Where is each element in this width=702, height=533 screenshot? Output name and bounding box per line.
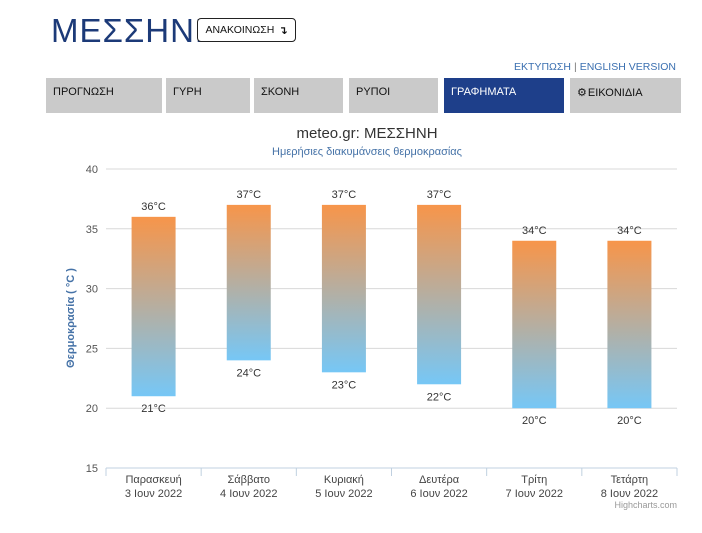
x-tick-label-date: 8 Ιουν 2022 bbox=[601, 488, 658, 500]
bars bbox=[131, 204, 652, 409]
announcement-button[interactable]: ΑΝΑΚΟΙΝΩΣΗ ↴ bbox=[197, 18, 296, 42]
tab-pollen[interactable]: ΓΥΡΗ bbox=[166, 78, 250, 113]
x-axis: Παρασκευή 3 Ιουν 2022 Σάββατο 4 Ιουν 2022 Κυ… bbox=[105, 467, 678, 500]
min-temp-label: 20°C bbox=[522, 415, 547, 427]
nav-tabs: ΠΡΟΓΝΩΣΗ ΓΥΡΗ ΣΚΟΝΗ ΡΥΠΟΙ ΓΡΑΦΗΜΑΤΑ ⚙ΕΙΚ… bbox=[46, 78, 686, 113]
x-tick-label-date: 5 Ιουν 2022 bbox=[315, 488, 372, 500]
min-temp-label: 20°C bbox=[617, 415, 642, 427]
y-axis-ticks: 15 20 25 30 35 40 bbox=[86, 164, 98, 475]
chart-subtitle: Ημερήσιες διακυμάνσεις θερμοκρασίας bbox=[272, 146, 462, 158]
y-tick-label: 25 bbox=[86, 343, 98, 355]
x-tick-label-date: 6 Ιουν 2022 bbox=[410, 488, 467, 500]
data-labels: 36°C 21°C 37°C 24°C 37°C 23°C 37°C 22°C 34°C 20°C… bbox=[141, 189, 641, 427]
tab-label: ΡΥΠΟΙ bbox=[356, 86, 391, 98]
x-tick-label-day: Σάββατο bbox=[228, 474, 270, 486]
top-links: ΕΚΤΥΠΩΣΗ | ENGLISH VERSION bbox=[514, 61, 676, 73]
temperature-range-bar bbox=[226, 204, 271, 361]
y-axis-title: Θερμοκρασία ( °C ) bbox=[65, 268, 77, 368]
max-temp-label: 34°C bbox=[522, 225, 547, 237]
page-title: ΜΕΣΣΗΝΗ bbox=[51, 12, 220, 49]
tab-icons[interactable]: ⚙ΕΙΚΟΝΙΔΙΑ bbox=[570, 78, 681, 113]
min-temp-label: 24°C bbox=[236, 367, 261, 379]
y-tick-label: 35 bbox=[86, 224, 98, 236]
temperature-range-bar bbox=[321, 204, 366, 373]
min-temp-label: 21°C bbox=[141, 403, 166, 415]
tab-pollutants[interactable]: ΡΥΠΟΙ bbox=[349, 78, 438, 113]
min-temp-label: 23°C bbox=[332, 379, 357, 391]
chart-title: meteo.gr: ΜΕΣΣΗΝΗ bbox=[296, 125, 437, 142]
y-tick-label: 20 bbox=[86, 403, 98, 415]
max-temp-label: 37°C bbox=[332, 189, 357, 201]
x-tick-label-day: Παρασκευή bbox=[125, 474, 181, 486]
english-version-link[interactable]: ENGLISH VERSION bbox=[579, 61, 676, 73]
max-temp-label: 34°C bbox=[617, 225, 642, 237]
x-tick-label-day: Τρίτη bbox=[521, 474, 547, 486]
gear-icon: ⚙ bbox=[577, 87, 587, 99]
tab-dust[interactable]: ΣΚΟΝΗ bbox=[254, 78, 343, 113]
tab-forecast[interactable]: ΠΡΟΓΝΩΣΗ bbox=[46, 78, 162, 113]
temperature-range-bar bbox=[131, 216, 176, 397]
x-tick-label-date: 4 Ιουν 2022 bbox=[220, 488, 277, 500]
temperature-range-bar bbox=[417, 204, 462, 385]
tab-label: ΣΚΟΝΗ bbox=[261, 86, 300, 98]
arrow-turn-icon: ↴ bbox=[278, 24, 288, 37]
x-tick-label-day: Τετάρτη bbox=[611, 474, 649, 486]
temperature-range-bar bbox=[512, 240, 557, 409]
link-separator: | bbox=[573, 61, 577, 73]
y-tick-label: 30 bbox=[86, 284, 98, 296]
tab-label: ΓΥΡΗ bbox=[173, 86, 202, 98]
temperature-range-bar bbox=[607, 240, 652, 409]
temperature-chart: meteo.gr: ΜΕΣΣΗΝΗ Ημερήσιες διακυμάνσεις… bbox=[65, 125, 678, 500]
x-tick-label-date: 7 Ιουν 2022 bbox=[506, 488, 563, 500]
tab-charts[interactable]: ΓΡΑΦΗΜΑΤΑ bbox=[444, 78, 564, 113]
print-link[interactable]: ΕΚΤΥΠΩΣΗ bbox=[514, 61, 571, 73]
x-tick-label-day: Κυριακή bbox=[324, 474, 364, 486]
x-tick-label-day: Δευτέρα bbox=[419, 474, 460, 486]
max-temp-label: 37°C bbox=[427, 189, 452, 201]
tab-label: ΓΡΑΦΗΜΑΤΑ bbox=[451, 86, 517, 98]
y-tick-label: 40 bbox=[86, 164, 98, 176]
min-temp-label: 22°C bbox=[427, 391, 452, 403]
y-tick-label: 15 bbox=[86, 463, 98, 475]
x-tick-label-date: 3 Ιουν 2022 bbox=[125, 488, 182, 500]
announcement-label: ΑΝΑΚΟΙΝΩΣΗ bbox=[205, 24, 275, 36]
max-temp-label: 37°C bbox=[236, 189, 261, 201]
chart-credits[interactable]: Highcharts.com bbox=[614, 500, 677, 510]
tab-label: ΠΡΟΓΝΩΣΗ bbox=[53, 86, 114, 98]
max-temp-label: 36°C bbox=[141, 201, 166, 213]
grid-lines bbox=[106, 168, 677, 409]
tab-label: ΕΙΚΟΝΙΔΙΑ bbox=[587, 87, 643, 99]
